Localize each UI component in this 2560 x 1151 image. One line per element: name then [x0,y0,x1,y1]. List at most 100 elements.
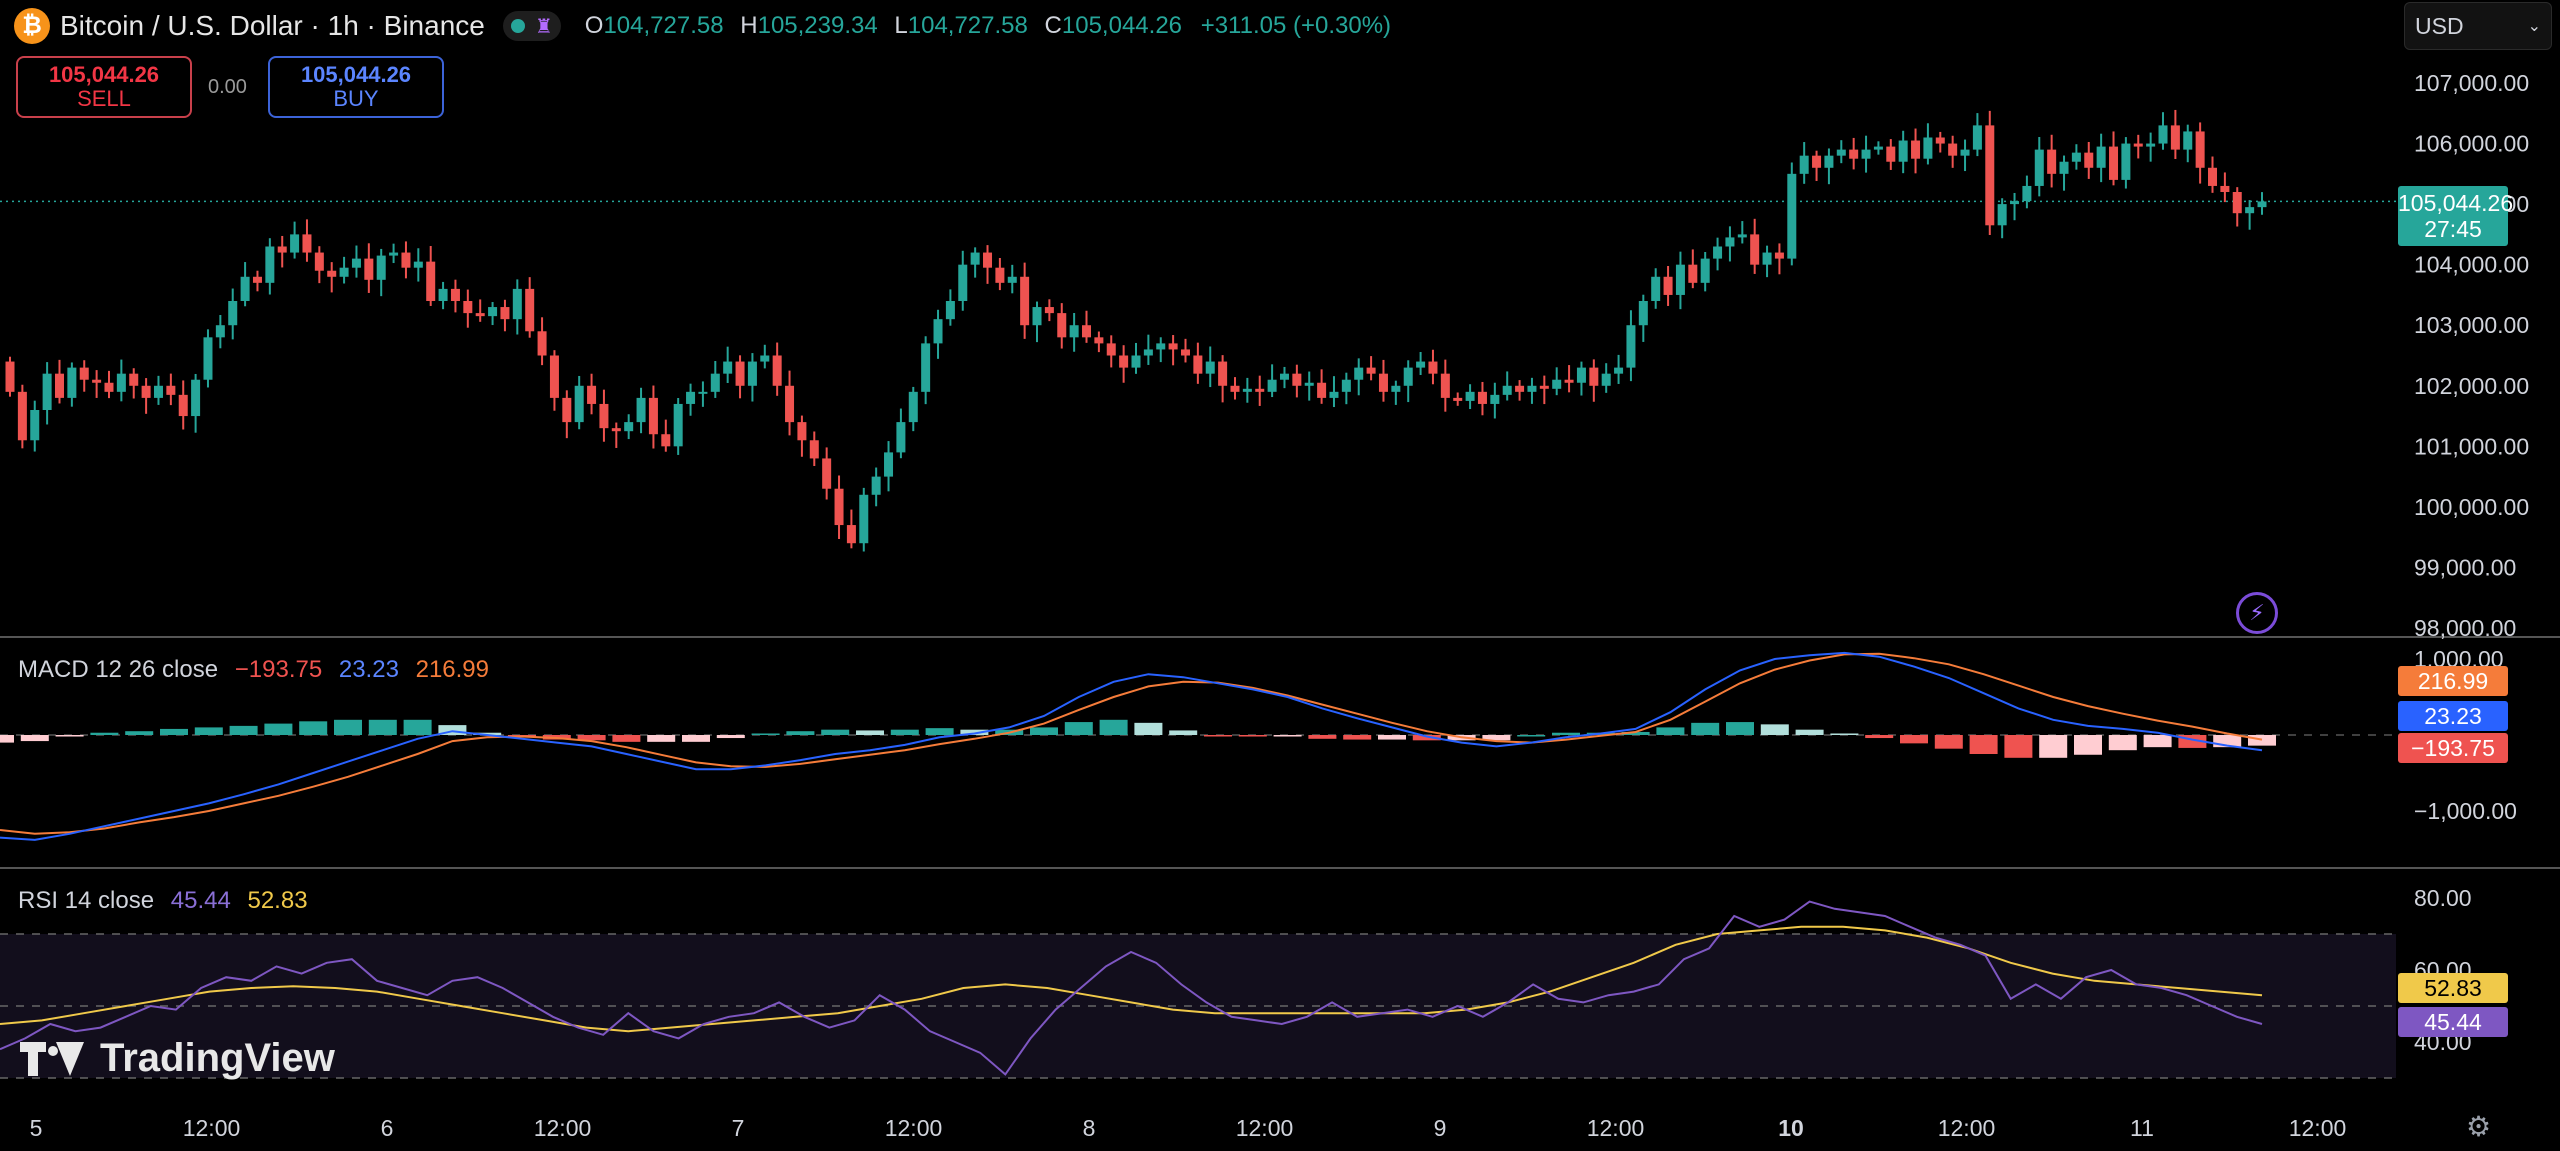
status-pill[interactable]: ♜ [502,11,561,41]
macd-histogram-bar [786,731,815,735]
candle-body [1032,307,1042,326]
lightning-icon[interactable]: ⚡ [2236,592,2278,634]
candle-body [1774,252,1784,259]
candle-body [710,373,720,392]
candle-body [1948,143,1958,156]
price-axis-label: 98,000.00 [2414,615,2516,641]
macd-histogram-bar [1830,733,1859,735]
candle-body [2047,149,2057,174]
candle-body [30,410,40,441]
candle-body [1935,137,1945,144]
low-value: 104,727.58 [907,12,1028,39]
bar-countdown: 27:45 [2424,216,2482,242]
candle-body [2220,185,2230,192]
candle-body [1057,313,1067,338]
macd-histogram-bar [299,721,328,735]
candle-body [958,264,968,301]
macd-label: MACD 12 26 close [18,656,219,683]
buy-button[interactable]: 105,044.26 BUY [268,56,444,118]
macd-histogram-bar [1900,735,1928,744]
candle-body [1799,155,1809,174]
macd-histogram-bar [1030,727,1058,735]
macd-histogram-bar [90,732,119,735]
chevron-down-icon: ⌄ [2527,18,2541,35]
macd-histogram-bar [403,719,432,735]
symbol-title[interactable]: Bitcoin / U.S. Dollar · 1h · Binance [60,10,485,41]
candle-body [1230,385,1240,392]
candle-body [1131,355,1141,368]
macd-histogram-bar [194,727,223,735]
macd-histogram-bar [821,729,850,735]
candle-body [921,343,931,392]
candle-body [983,252,993,268]
candle-body [2096,146,2106,168]
sell-button[interactable]: 105,044.26 SELL [16,56,192,118]
rsi-legend[interactable]: RSI 14 close 45.44 52.83 [18,887,318,915]
macd-histogram-bar [1865,735,1894,739]
macd-legend[interactable]: MACD 12 26 close −193.75 23.23 216.99 [18,656,499,684]
candle-body [153,385,163,398]
currency-select[interactable]: USD ⌄ [2404,2,2552,50]
candle-body [1688,264,1698,283]
candle-body [624,422,634,432]
candle-body [500,307,510,320]
candle-body [2158,125,2168,144]
candle-body [2071,152,2081,162]
candle-body [599,403,609,429]
candle-body [116,373,126,392]
rsi-line [0,900,2263,1076]
price-axis-label: 107,000.00 [2414,70,2529,96]
candle-body [339,267,349,277]
gear-icon[interactable]: ⚙ [2466,1111,2492,1142]
macd-histogram-bar [438,725,467,735]
macd-histogram-bar [1204,735,1232,737]
candle-body [1601,373,1611,386]
candle-body [2245,207,2255,214]
candle-body [636,397,646,423]
candle-body [1713,246,1723,259]
candle-body [1490,394,1500,404]
time-axis-label: 12:00 [1587,1115,1645,1141]
candle-body [1873,146,1883,150]
candle-body [537,331,547,356]
candle-body [1082,325,1092,338]
rsi-axis-label: 80.00 [2414,885,2472,911]
candle-body [2183,131,2193,150]
candle-body [413,261,423,268]
candle-body [1403,367,1413,386]
candle-body [1267,379,1277,392]
price-axis-label: 100,000.00 [2414,494,2529,520]
candle-body [327,270,337,277]
candle-body [2146,143,2156,147]
candle-body [1762,252,1772,265]
tradingview-icon [20,1038,92,1078]
macd-histogram-tag: −193.75 [2398,733,2508,763]
candle-body [314,252,324,271]
rsi-ma-line [0,925,2263,1033]
brand-name: TradingView [100,1035,335,1080]
macd-histogram-bar [647,735,676,742]
candle-body [1143,349,1153,356]
candle-body [67,367,77,398]
candle-body [2133,143,2143,147]
symbol-header: ₿ Bitcoin / U.S. Dollar · 1h · Binance ♜… [14,8,1391,44]
candle-body [797,422,807,441]
low-label: L [894,12,908,39]
macd-histogram-bar [2004,735,2033,758]
candle-body [79,367,89,380]
macd-histogram-bar [1134,722,1163,735]
time-axis-label: 12:00 [2289,1115,2347,1141]
macd-histogram-bar [1795,729,1824,735]
price-axis-label: 102,000.00 [2414,373,2529,399]
share-icon[interactable]: ♜ [534,15,553,38]
candle-body [512,288,522,320]
tradingview-logo[interactable]: TradingView [20,1034,335,1082]
candle-body [1651,276,1661,301]
macd-histogram-bar [334,719,362,735]
macd-histogram-bar [1482,735,1511,741]
macd-histogram-bar [368,719,397,735]
candle-body [1341,379,1351,392]
candle-body [760,355,770,362]
candle-body [2059,161,2069,174]
